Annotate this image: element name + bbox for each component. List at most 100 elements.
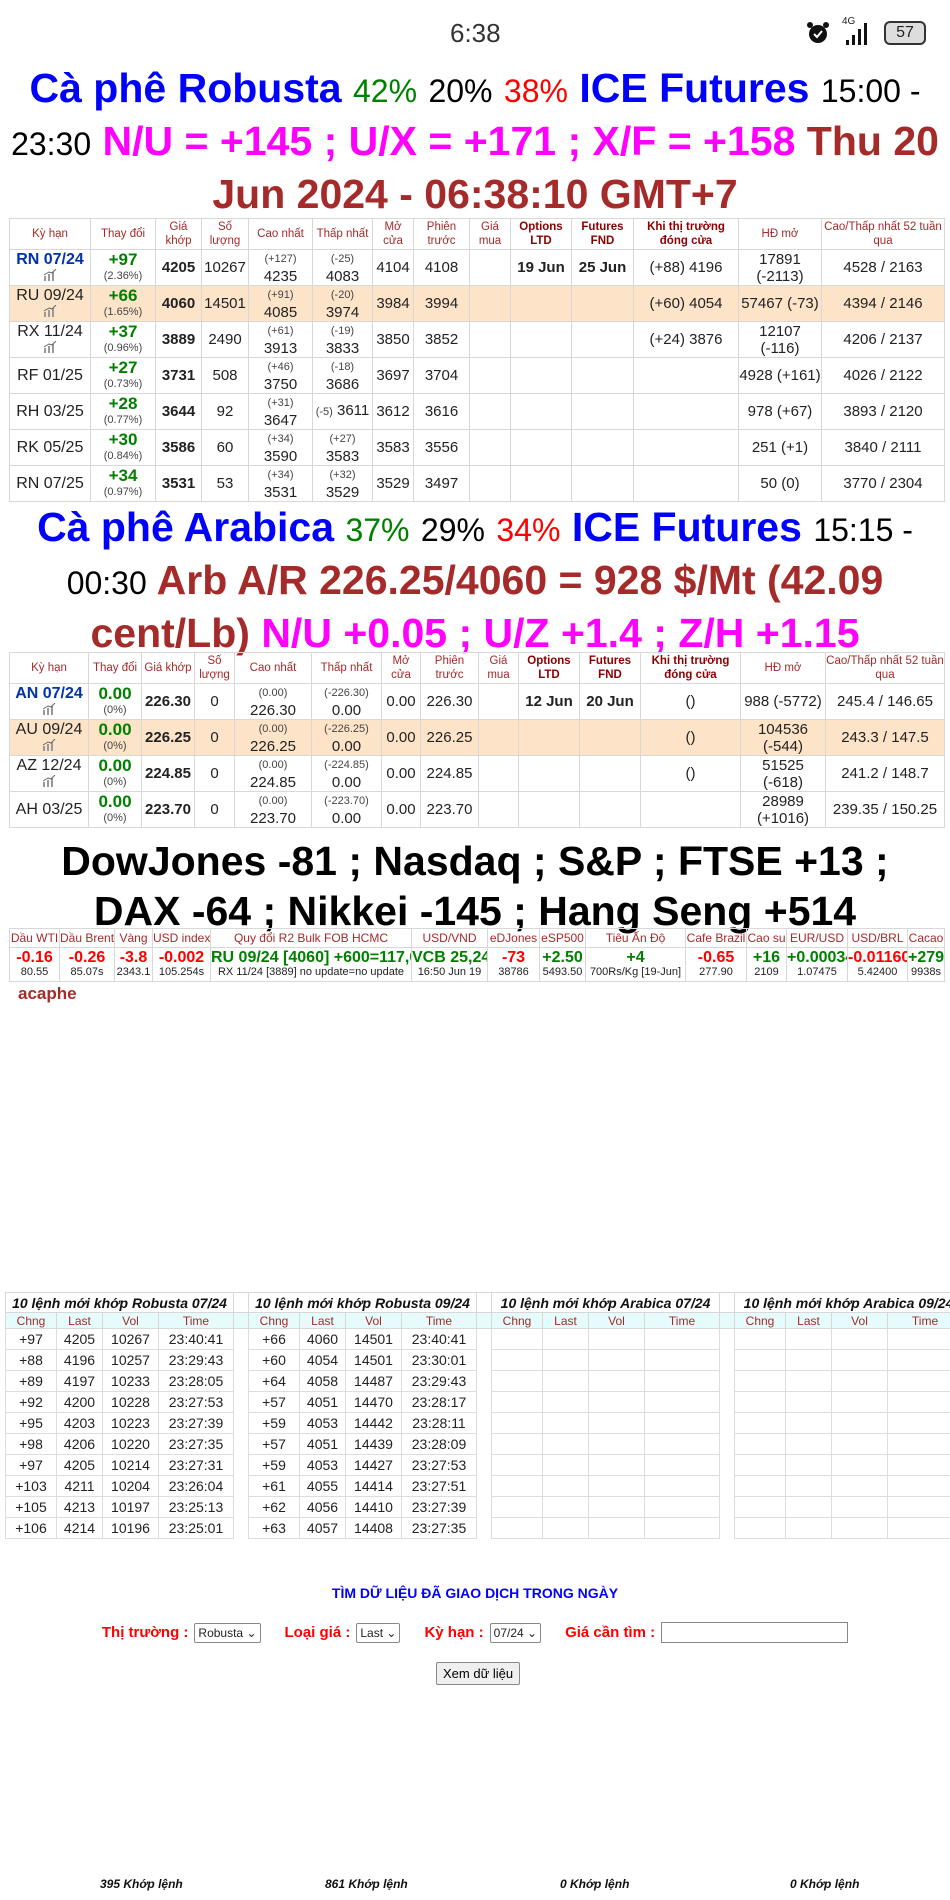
spacer [719, 1312, 736, 1329]
column-header: Thấp nhất [311, 652, 382, 684]
chart-icon[interactable] [11, 268, 90, 285]
symbol-cell[interactable]: RF 01/25 [9, 357, 91, 394]
high-value: 4235 [263, 267, 298, 285]
market-cell[interactable]: RU 09/24 [4060] +600=117,660RX 11/24 [38… [210, 947, 412, 982]
high-change: (0.00) [258, 794, 288, 807]
symbol-cell[interactable]: AU 09/24 [9, 719, 89, 756]
market-cell[interactable]: +4 700Rs/Kg [19-Jun] [585, 947, 686, 982]
market-cell[interactable]: +279 9938s [907, 947, 945, 982]
contract-symbol[interactable]: RK 05/25 [16, 439, 84, 456]
open-interest: 51525 (-618) [740, 755, 826, 792]
contract-symbol[interactable]: AZ 12/24 [16, 756, 82, 774]
market-cell[interactable]: -3.8 2343.1 [114, 947, 153, 982]
price-input[interactable] [661, 1622, 849, 1643]
volume: 0 [194, 755, 235, 792]
market-cell[interactable]: +2.50 5493.50 [539, 947, 586, 982]
market-cell[interactable]: -0.16 80.55 [9, 947, 60, 982]
open-price: 4104 [372, 249, 414, 286]
trade-cell: 10214 [102, 1454, 159, 1476]
table-row[interactable]: RU 09/24 +66 (1.65%) 4060 14501 (+91) 4085 (-20… [9, 285, 945, 322]
options-ltd: 19 Jun [510, 249, 572, 286]
market-change: +0.00034 [787, 948, 848, 966]
high-change: (+46) [267, 360, 294, 373]
futures-fnd: 20 Jun [579, 683, 641, 720]
symbol-cell[interactable]: RH 03/25 [9, 393, 91, 430]
market-cell[interactable]: -0.26 85.07s [59, 947, 115, 982]
market-cell[interactable]: -0.65 277.90 [685, 947, 747, 982]
symbol-cell[interactable]: RN 07/24 [9, 249, 91, 286]
price-type-select[interactable]: Last ⌄ [356, 1622, 401, 1643]
symbol-cell[interactable]: RK 05/25 [9, 429, 91, 466]
contract-symbol[interactable]: RU 09/24 [16, 286, 84, 304]
chart-icon[interactable] [11, 738, 88, 755]
trade-cell: 23:27:35 [401, 1517, 477, 1539]
symbol-cell[interactable]: RX 11/24 [9, 321, 91, 358]
market-change: RU 09/24 [4060] +600=117,660 [211, 948, 411, 966]
market-cell[interactable]: -0.002 105.254s [152, 947, 211, 982]
symbol-cell[interactable]: RU 09/24 [9, 285, 91, 322]
view-data-button[interactable]: Xem dữ liệu [436, 1662, 521, 1685]
trade-cell [643, 1391, 721, 1413]
chart-icon[interactable] [11, 774, 88, 791]
column-header: Phiên trước [413, 218, 470, 250]
market-cell[interactable]: -0.01160 5.42400 [847, 947, 908, 982]
market-change: VCB 25,249 [412, 948, 487, 966]
arabica-header: Cà phê Arabica 37% 29% 34% ICE Futures 1… [0, 502, 950, 658]
range-52-week: 3840 / 2111 [821, 429, 945, 466]
market-select[interactable]: Robusta ⌄ [194, 1622, 261, 1643]
chart-icon[interactable] [11, 702, 88, 719]
trade-cell: 4053 [299, 1412, 346, 1434]
market-cell[interactable]: +16 2109 [746, 947, 787, 982]
spacer [233, 1454, 249, 1476]
symbol-cell[interactable]: AH 03/25 [9, 791, 89, 828]
trade-cell: 14442 [345, 1412, 402, 1434]
trade-cell: 23:27:51 [401, 1475, 477, 1497]
contract-symbol[interactable]: RF 01/25 [17, 367, 83, 384]
prev-price: 226.30 [420, 683, 479, 720]
price-type-label: Loại giá : [284, 1624, 351, 1641]
trade-cell: 23:28:09 [401, 1433, 477, 1455]
table-row[interactable]: AH 03/25 0.00 (0%) 223.70 0 (0.00) 223.70 (-223… [9, 791, 945, 828]
percent-up: 42% [353, 73, 418, 109]
spacer [476, 1433, 492, 1455]
low-change: (+27) [329, 432, 356, 445]
table-row[interactable]: RK 05/25 +30 (0.84%) 3586 60 (+34) 3590 (+27) 35… [9, 429, 945, 466]
table-row[interactable]: AZ 12/24 0.00 (0%) 224.85 0 (0.00) 224.85 (-224… [9, 755, 945, 792]
change-value: +34 [108, 465, 138, 485]
market-cell[interactable]: -73 38786 [487, 947, 540, 982]
term-select[interactable]: 07/24 ⌄ [489, 1622, 542, 1643]
spacer [719, 1433, 736, 1455]
contract-symbol[interactable]: AN 07/24 [15, 684, 83, 702]
symbol-cell[interactable]: AN 07/24 [9, 683, 89, 720]
robusta-futures-table: Kỳ hạn Thay đổi Giá khớp Số lượng Cao nhất Th… [9, 218, 945, 502]
table-row[interactable]: RF 01/25 +27 (0.73%) 3731 508 (+46) 3750 (-18) 3… [9, 357, 945, 394]
contract-symbol[interactable]: AH 03/25 [15, 801, 83, 818]
market-cell[interactable]: VCB 25,24916:50 Jun 19 [411, 947, 488, 982]
contract-symbol[interactable]: RN 07/24 [16, 250, 84, 268]
market-change: -0.01160 [848, 948, 908, 966]
symbol-cell[interactable]: AZ 12/24 [9, 755, 89, 792]
low-cell: (+32) 3529 [312, 465, 373, 502]
table-row[interactable]: RN 07/25 +34 (0.97%) 3531 53 (+34) 3531 (+32) 35… [9, 465, 945, 502]
column-header: Tiêu Ấn Độ [585, 928, 686, 948]
change-percent: (0%) [103, 703, 127, 716]
chart-icon[interactable] [11, 340, 90, 357]
contract-symbol[interactable]: RH 03/25 [16, 403, 84, 420]
spacer [233, 1328, 249, 1350]
low-value: 3583 [325, 447, 360, 465]
table-row[interactable]: AN 07/24 0.00 (0%) 226.30 0 (0.00) 226.30 (-226… [9, 683, 945, 720]
chart-icon[interactable] [11, 304, 90, 321]
table-row[interactable]: AU 09/24 0.00 (0%) 226.25 0 (0.00) 226.25 (-226… [9, 719, 945, 756]
market-cell[interactable]: +0.00034 1.07475 [786, 947, 848, 982]
table-row[interactable]: RH 03/25 +28 (0.77%) 3644 92 (+31) 3647 (-5) 36… [9, 393, 945, 430]
table-row[interactable]: RN 07/24 +97 (2.36%) 4205 10267 (+127) 4235 (-2… [9, 249, 945, 286]
symbol-cell[interactable]: RN 07/25 [9, 465, 91, 502]
contract-symbol[interactable]: AU 09/24 [15, 720, 83, 738]
contract-symbol[interactable]: RX 11/24 [17, 322, 83, 340]
contract-symbol[interactable]: RN 07/25 [16, 475, 84, 492]
brand-logo[interactable]: acaphe [18, 984, 77, 1003]
trade-cell: 4200 [56, 1391, 103, 1413]
table-row[interactable]: RX 11/24 +37 (0.96%) 3889 2490 (+61) 3913 (-19)… [9, 321, 945, 358]
options-ltd [510, 321, 572, 358]
trade-cell [542, 1454, 589, 1476]
